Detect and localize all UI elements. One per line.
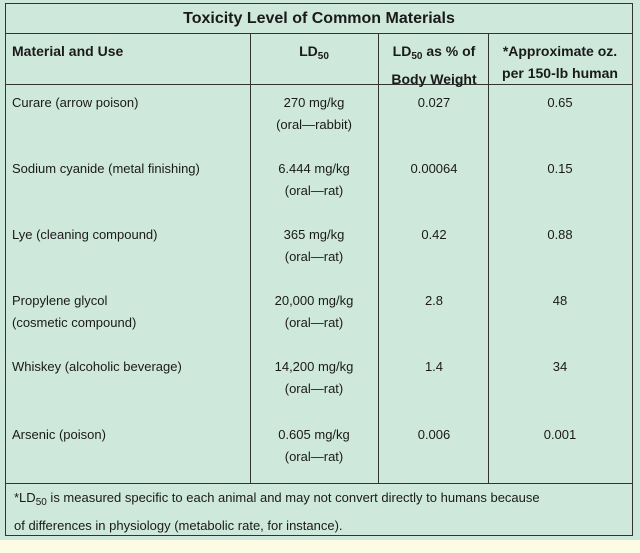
column-divider [250, 34, 251, 484]
row-1-pct: 0.027 [417, 95, 451, 110]
row-4-material: Propylene glycol (cosmetic compound) [12, 290, 248, 334]
row-1-oz: 0.65 [547, 95, 573, 110]
material-line1: Whiskey (alcoholic beverage) [12, 359, 182, 374]
material-line1: Curare (arrow poison) [12, 95, 139, 110]
material-line2: (cosmetic compound) [12, 315, 137, 330]
row-6-material: Arsenic (poison) [12, 424, 248, 446]
row-3-oz: 0.88 [547, 227, 573, 242]
table-footnote: *LD50 is measured specific to each anima… [14, 486, 626, 537]
header-oz-line2: per 150-lb human [502, 65, 618, 81]
row-6-pct: 0.006 [417, 427, 451, 442]
row-4-ld50: 20,000 mg/kg (oral—rat) [252, 290, 376, 334]
ld50-value: 0.605 mg/kg [278, 427, 350, 442]
row-2-pct: 0.00064 [410, 161, 458, 176]
table-title: Toxicity Level of Common Materials [6, 4, 632, 34]
ld50-test: (oral—rat) [284, 381, 344, 396]
footnote-line2: of differences in physiology (metabolic … [14, 518, 343, 533]
row-5-oz: 34 [552, 359, 568, 374]
row-6-oz: 0.001 [543, 427, 577, 442]
row-5-pct: 1.4 [424, 359, 444, 374]
row-5-material: Whiskey (alcoholic beverage) [12, 356, 248, 378]
header-material: Material and Use [12, 43, 124, 59]
row-5-ld50: 14,200 mg/kg (oral—rat) [252, 356, 376, 400]
header-ld50: LD50 [252, 40, 376, 68]
material-line1: Propylene glycol [12, 293, 108, 308]
row-3-pct: 0.42 [421, 227, 447, 242]
ld50-value: 20,000 mg/kg [274, 293, 354, 308]
row-3-ld50: 365 mg/kg (oral—rat) [252, 224, 376, 268]
material-line1: Lye (cleaning compound) [12, 227, 158, 242]
ld50-value: 14,200 mg/kg [274, 359, 354, 374]
row-6-ld50: 0.605 mg/kg (oral—rat) [252, 424, 376, 468]
footnote-ld: *LD [14, 490, 36, 505]
row-2-oz: 0.15 [547, 161, 573, 176]
header-pct-rest1: as % of [422, 43, 476, 59]
row-4-pct: 2.8 [424, 293, 444, 308]
footnote-sub: 50 [35, 497, 47, 508]
ld50-test: (oral—rabbit) [276, 117, 352, 132]
row-2-ld50: 6.444 mg/kg (oral—rat) [252, 158, 376, 202]
ld50-test: (oral—rat) [284, 183, 344, 198]
row-1-ld50: 270 mg/kg (oral—rabbit) [252, 92, 376, 136]
ld50-value: 6.444 mg/kg [278, 161, 350, 176]
table-frame: Toxicity Level of Common Materials Mater… [5, 3, 633, 536]
row-3-material: Lye (cleaning compound) [12, 224, 248, 246]
header-pct-sub: 50 [411, 51, 423, 62]
header-pct-main: LD [392, 43, 412, 59]
footnote-line1: *LD50 is measured specific to each anima… [14, 486, 626, 514]
header-approx-oz: *Approximate oz. per 150-lb human [490, 40, 630, 84]
row-4-oz: 48 [552, 293, 568, 308]
ld50-test: (oral—rat) [284, 249, 344, 264]
material-line1: Sodium cyanide (metal finishing) [12, 161, 200, 176]
row-2-material: Sodium cyanide (metal finishing) [12, 158, 248, 180]
footnote-rest: is measured specific to each animal and … [46, 490, 540, 505]
ld50-test: (oral—rat) [284, 449, 344, 464]
header-ld50-sub: 50 [317, 51, 329, 62]
column-divider [488, 34, 489, 484]
header-ld50-main: LD [299, 43, 318, 59]
material-line1: Arsenic (poison) [12, 427, 106, 442]
column-divider [378, 34, 379, 484]
table-panel: Toxicity Level of Common Materials Mater… [0, 0, 640, 540]
footnote-divider [6, 483, 632, 484]
ld50-value: 270 mg/kg [283, 95, 345, 110]
ld50-test: (oral—rat) [284, 315, 344, 330]
row-1-material: Curare (arrow poison) [12, 92, 248, 114]
header-divider [6, 84, 632, 85]
header-oz-line1: *Approximate oz. [502, 43, 618, 59]
ld50-value: 365 mg/kg [283, 227, 345, 242]
header-pct-rest2: Body Weight [391, 71, 477, 87]
header-percent-body-weight: LD50 as % of Body Weight [380, 40, 488, 90]
